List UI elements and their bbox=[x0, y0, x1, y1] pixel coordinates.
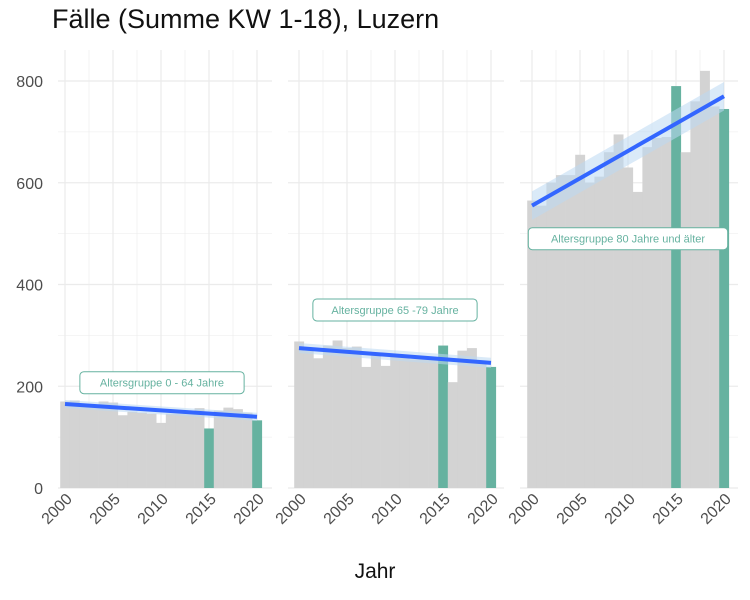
bar-highlight bbox=[719, 108, 730, 488]
y-tick-label: 600 bbox=[16, 176, 43, 193]
bar bbox=[303, 350, 314, 488]
bar bbox=[536, 205, 547, 489]
bar bbox=[613, 134, 624, 488]
bar bbox=[399, 356, 410, 488]
panel-label: Altersgruppe 80 Jahre und älter bbox=[551, 234, 705, 246]
x-tick-label: 2000 bbox=[273, 491, 310, 528]
panel-label: Altersgruppe 65 -79 Jahre bbox=[331, 305, 458, 317]
bar bbox=[409, 359, 420, 488]
bar bbox=[390, 354, 401, 488]
bar bbox=[165, 413, 176, 488]
x-tick-label: 2005 bbox=[321, 491, 358, 528]
bar bbox=[351, 346, 362, 488]
bar bbox=[419, 358, 429, 488]
bar bbox=[632, 191, 643, 488]
trend-line bbox=[531, 94, 725, 208]
bar bbox=[117, 415, 128, 488]
x-tick-label: 2000 bbox=[506, 491, 543, 528]
bar bbox=[594, 176, 605, 488]
bar-highlight bbox=[671, 86, 682, 489]
facet-panel-1: Altersgruppe 0 - 64 Jahre 2000 2005 2010 201… bbox=[39, 50, 272, 528]
x-tick-label: 2020 bbox=[231, 491, 268, 528]
bar bbox=[98, 401, 109, 488]
facet-panel-3: Altersgruppe 80 Jahre und älter 2000 2005 2… bbox=[506, 50, 738, 528]
bar bbox=[175, 413, 186, 488]
bar bbox=[108, 402, 119, 488]
bar bbox=[342, 348, 353, 488]
bar-highlight bbox=[252, 420, 263, 488]
x-tick-label: 2005 bbox=[87, 491, 124, 528]
bar bbox=[146, 413, 157, 488]
x-tick-label: 2005 bbox=[554, 491, 591, 528]
bar bbox=[652, 137, 662, 489]
bar bbox=[361, 366, 372, 488]
bar bbox=[323, 345, 333, 488]
bar bbox=[546, 182, 557, 488]
x-tick-label: 2000 bbox=[39, 491, 76, 528]
bar bbox=[223, 407, 234, 488]
bar bbox=[447, 382, 458, 488]
bar bbox=[89, 405, 99, 488]
x-tick-label: 2015 bbox=[650, 491, 687, 528]
bar bbox=[127, 411, 138, 488]
y-tick-label: 400 bbox=[16, 278, 43, 295]
panel-label-box bbox=[527, 227, 729, 251]
panel-label: Altersgruppe 0 - 64 Jahre bbox=[100, 378, 224, 390]
bar bbox=[709, 106, 720, 488]
bar bbox=[69, 400, 80, 488]
bar bbox=[457, 350, 468, 488]
bar bbox=[680, 152, 691, 488]
bar bbox=[690, 101, 701, 488]
bar bbox=[371, 355, 381, 488]
y-tick-label: 200 bbox=[16, 379, 43, 396]
bar bbox=[584, 182, 595, 488]
bar bbox=[467, 348, 477, 488]
bar bbox=[194, 408, 205, 488]
trend-line bbox=[64, 402, 258, 419]
bar bbox=[79, 404, 90, 488]
bar bbox=[185, 414, 195, 488]
x-tick-label: 2010 bbox=[135, 491, 172, 528]
bar bbox=[623, 167, 634, 489]
bar bbox=[294, 341, 305, 488]
bar bbox=[233, 409, 243, 488]
bar bbox=[565, 175, 576, 488]
bar bbox=[60, 401, 71, 488]
y-tick-label: 800 bbox=[16, 74, 43, 91]
trend-line bbox=[298, 346, 492, 365]
bar bbox=[556, 175, 566, 488]
bar bbox=[213, 410, 224, 488]
x-tick-label: 2015 bbox=[417, 491, 454, 528]
bar bbox=[604, 152, 614, 488]
panel-label-box bbox=[79, 371, 245, 395]
bar bbox=[332, 340, 343, 488]
x-tick-label: 2020 bbox=[698, 491, 735, 528]
bar-highlight bbox=[486, 366, 497, 488]
facet-panel-2: Altersgruppe 65 -79 Jahre 2000 2005 2010 201… bbox=[273, 50, 504, 528]
bar bbox=[700, 70, 710, 488]
chart-title: Fälle (Summe KW 1-18), Luzern bbox=[52, 4, 440, 34]
bar-highlight bbox=[204, 428, 215, 488]
panel-label-box bbox=[312, 298, 478, 322]
bar bbox=[642, 147, 653, 488]
bar bbox=[156, 422, 167, 488]
x-tick-label: 2010 bbox=[602, 491, 639, 528]
bar bbox=[575, 154, 586, 489]
bar bbox=[137, 412, 147, 488]
y-tick-label: 0 bbox=[34, 481, 43, 498]
x-tick-label: 2020 bbox=[465, 491, 502, 528]
x-axis-title: Jahr bbox=[354, 560, 396, 583]
bar bbox=[527, 200, 538, 488]
bar bbox=[313, 358, 324, 488]
bar bbox=[476, 360, 487, 488]
x-tick-label: 2010 bbox=[369, 491, 406, 528]
bar bbox=[661, 136, 672, 488]
bar bbox=[428, 359, 439, 488]
bar-highlight bbox=[438, 345, 449, 488]
x-tick-label: 2015 bbox=[183, 491, 220, 528]
bar bbox=[380, 365, 391, 488]
bar bbox=[242, 412, 253, 488]
